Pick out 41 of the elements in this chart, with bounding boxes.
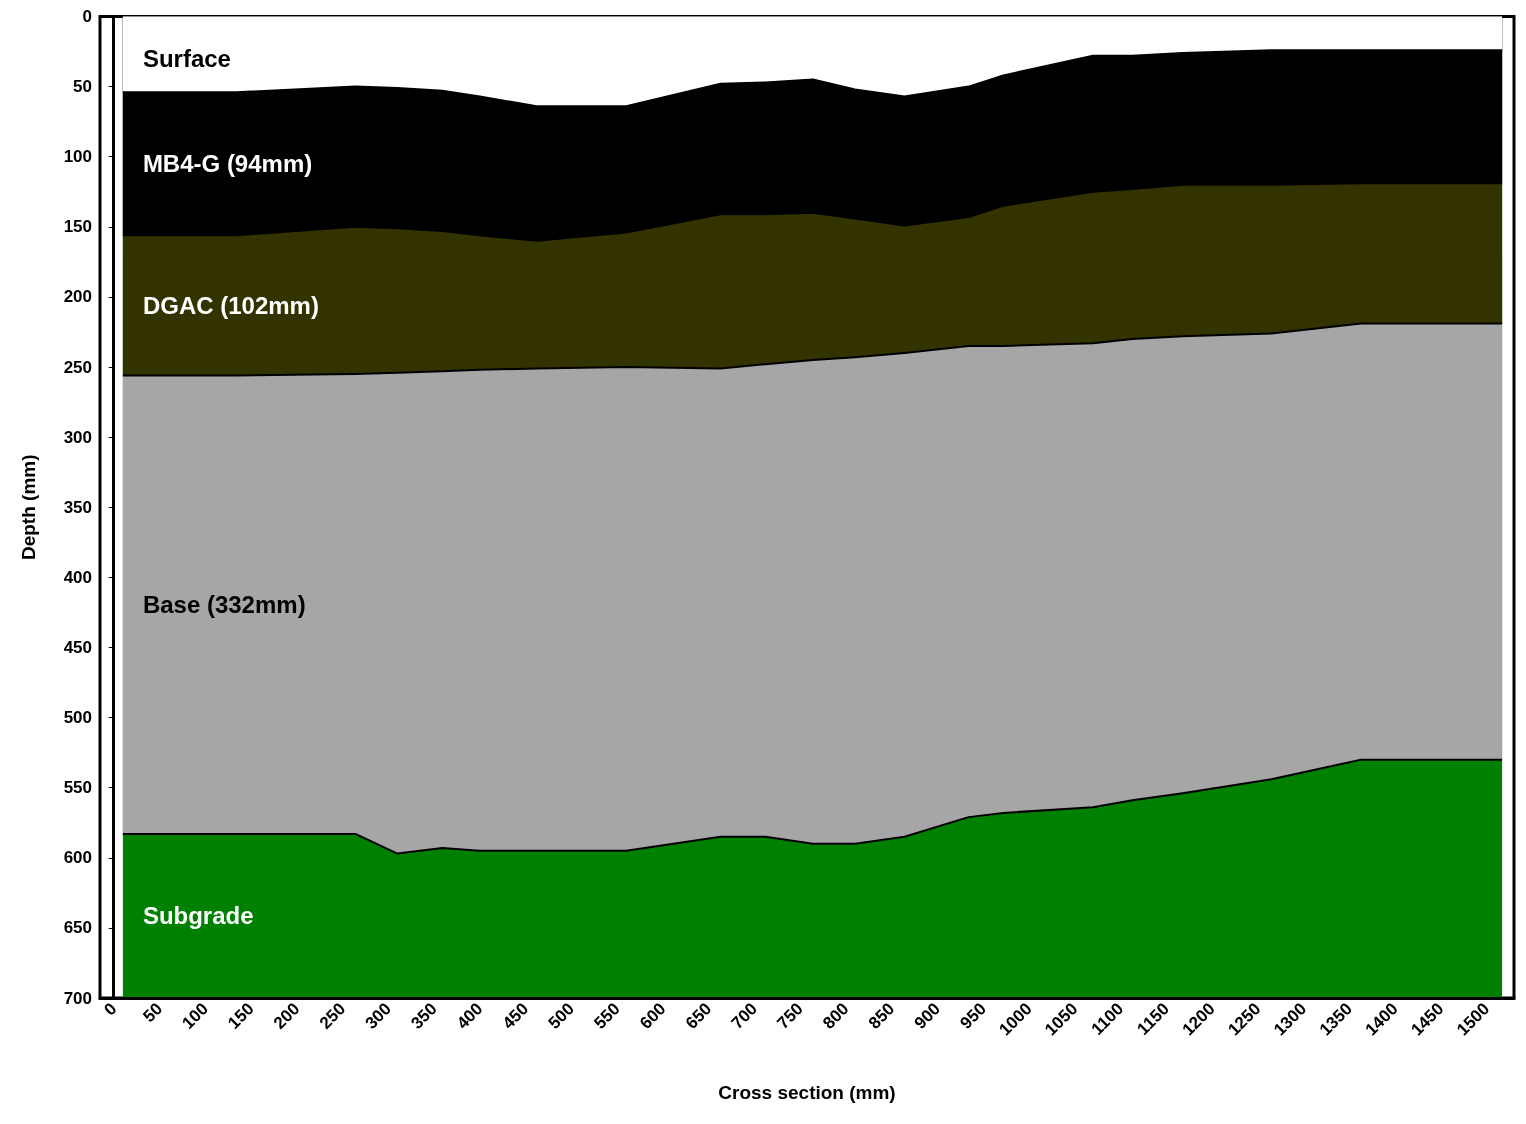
x-tick-label: 700	[727, 999, 762, 1033]
x-tick-label: 950	[956, 999, 990, 1033]
x-tick-label: 200	[270, 999, 304, 1033]
y-tick-label: 0	[82, 7, 92, 26]
series-label: DGAC (102mm)	[142, 291, 319, 319]
x-tick-label: 50	[139, 999, 167, 1027]
y-tick-label: 400	[63, 567, 92, 587]
y-tick-label: 50	[73, 77, 92, 97]
x-tick-label: 900	[910, 999, 945, 1033]
y-tick-label: 300	[63, 427, 92, 447]
x-tick-label: 150	[224, 999, 258, 1033]
y-tick-label: 450	[63, 637, 92, 657]
series-label: MB4-G (94mm)	[142, 150, 313, 178]
y-tick-label: 200	[63, 287, 92, 307]
x-tick-label: 350	[407, 999, 441, 1033]
x-tick-label: 0	[100, 999, 121, 1020]
x-tick-label: 650	[681, 999, 716, 1033]
y-tick-label: 500	[63, 708, 92, 728]
x-tick-label: 750	[773, 999, 807, 1033]
y-tick-label: 550	[63, 778, 92, 798]
series-label: Surface	[142, 44, 231, 72]
y-tick-label: 350	[63, 497, 92, 517]
x-tick-label: 300	[361, 999, 396, 1033]
x-tick-label: 800	[819, 999, 853, 1033]
x-tick-label: 400	[453, 999, 487, 1033]
series-label: Base (332mm)	[142, 591, 306, 619]
y-tick-label: 250	[63, 357, 92, 377]
x-tick-label: 450	[498, 999, 533, 1033]
x-tick-label: 500	[544, 999, 579, 1033]
x-tick-label: 850	[864, 999, 899, 1033]
y-tick-label: 100	[63, 147, 92, 167]
x-tick-label: 100	[178, 999, 212, 1033]
series-label: Subgrade	[142, 902, 254, 930]
x-tick-label: 550	[590, 999, 624, 1033]
y-tick-label: 150	[63, 217, 92, 237]
y-tick-label: 600	[63, 848, 92, 868]
x-tick-label: 600	[636, 999, 670, 1033]
x-axis-title: Cross section (mm)	[718, 1082, 896, 1103]
x-tick-label: 250	[315, 999, 350, 1033]
y-axis-title: Depth (mm)	[18, 454, 39, 561]
y-tick-label: 650	[63, 918, 92, 938]
